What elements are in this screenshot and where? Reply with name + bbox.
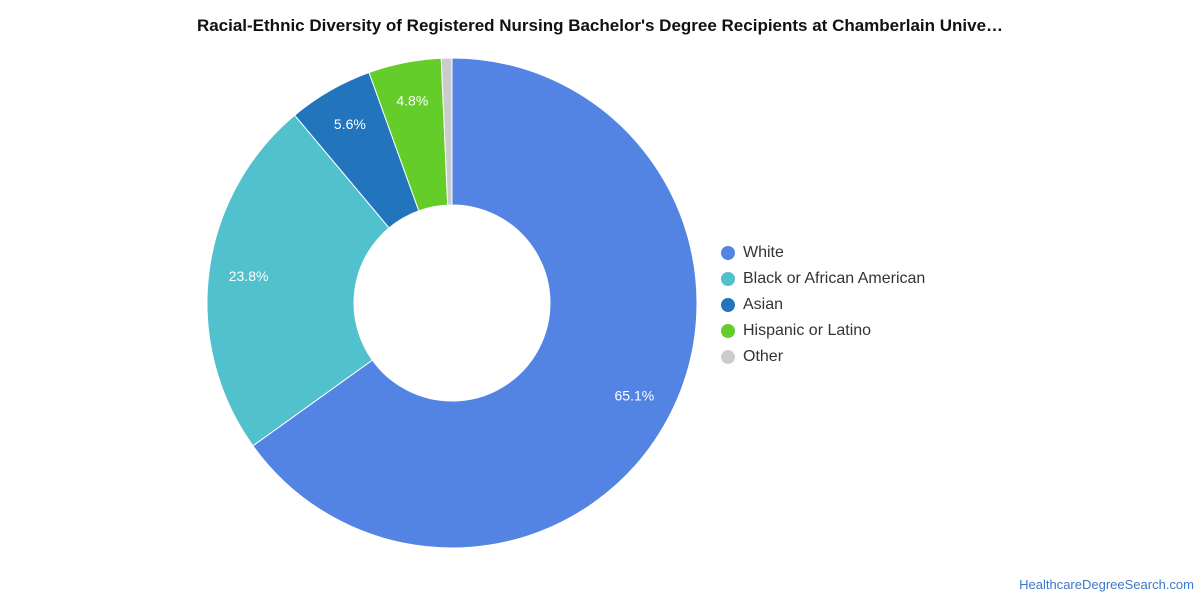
legend-item-hispanic-or-latino[interactable]: Hispanic or Latino bbox=[721, 318, 981, 344]
legend-swatch-white bbox=[721, 246, 735, 260]
legend: White Black or African American Asian Hispa… bbox=[721, 240, 981, 370]
legend-swatch-other bbox=[721, 350, 735, 364]
legend-swatch-black-or-african-american bbox=[721, 272, 735, 286]
legend-item-asian[interactable]: Asian bbox=[721, 292, 981, 318]
source-credit-link[interactable]: HealthcareDegreeSearch.com bbox=[1019, 577, 1194, 592]
legend-label-asian: Asian bbox=[743, 296, 784, 313]
legend-label-black-or-african-american: Black or African American bbox=[743, 270, 926, 287]
slice-label-asian: 5.6% bbox=[334, 116, 366, 132]
chart-title: Racial-Ethnic Diversity of Registered Nu… bbox=[196, 16, 1004, 35]
slice-black-or-african-american[interactable] bbox=[206, 114, 390, 447]
legend-label-white: White bbox=[743, 244, 784, 261]
legend-label-other: Other bbox=[743, 348, 784, 365]
legend-item-black-or-african-american[interactable]: Black or African American bbox=[721, 266, 981, 292]
slice-label-hispanic-or-latino: 4.8% bbox=[396, 93, 428, 109]
legend-item-white[interactable]: White bbox=[721, 240, 981, 266]
legend-label-hispanic-or-latino: Hispanic or Latino bbox=[743, 322, 872, 339]
legend-item-other[interactable]: Other bbox=[721, 344, 981, 370]
legend-swatch-hispanic-or-latino bbox=[721, 324, 735, 338]
legend-swatch-asian bbox=[721, 298, 735, 312]
slice-label-black-or-african-american: 23.8% bbox=[229, 268, 269, 284]
slice-other[interactable] bbox=[440, 57, 453, 206]
slice-label-white: 65.1% bbox=[615, 387, 655, 403]
slice-white[interactable] bbox=[252, 57, 698, 549]
